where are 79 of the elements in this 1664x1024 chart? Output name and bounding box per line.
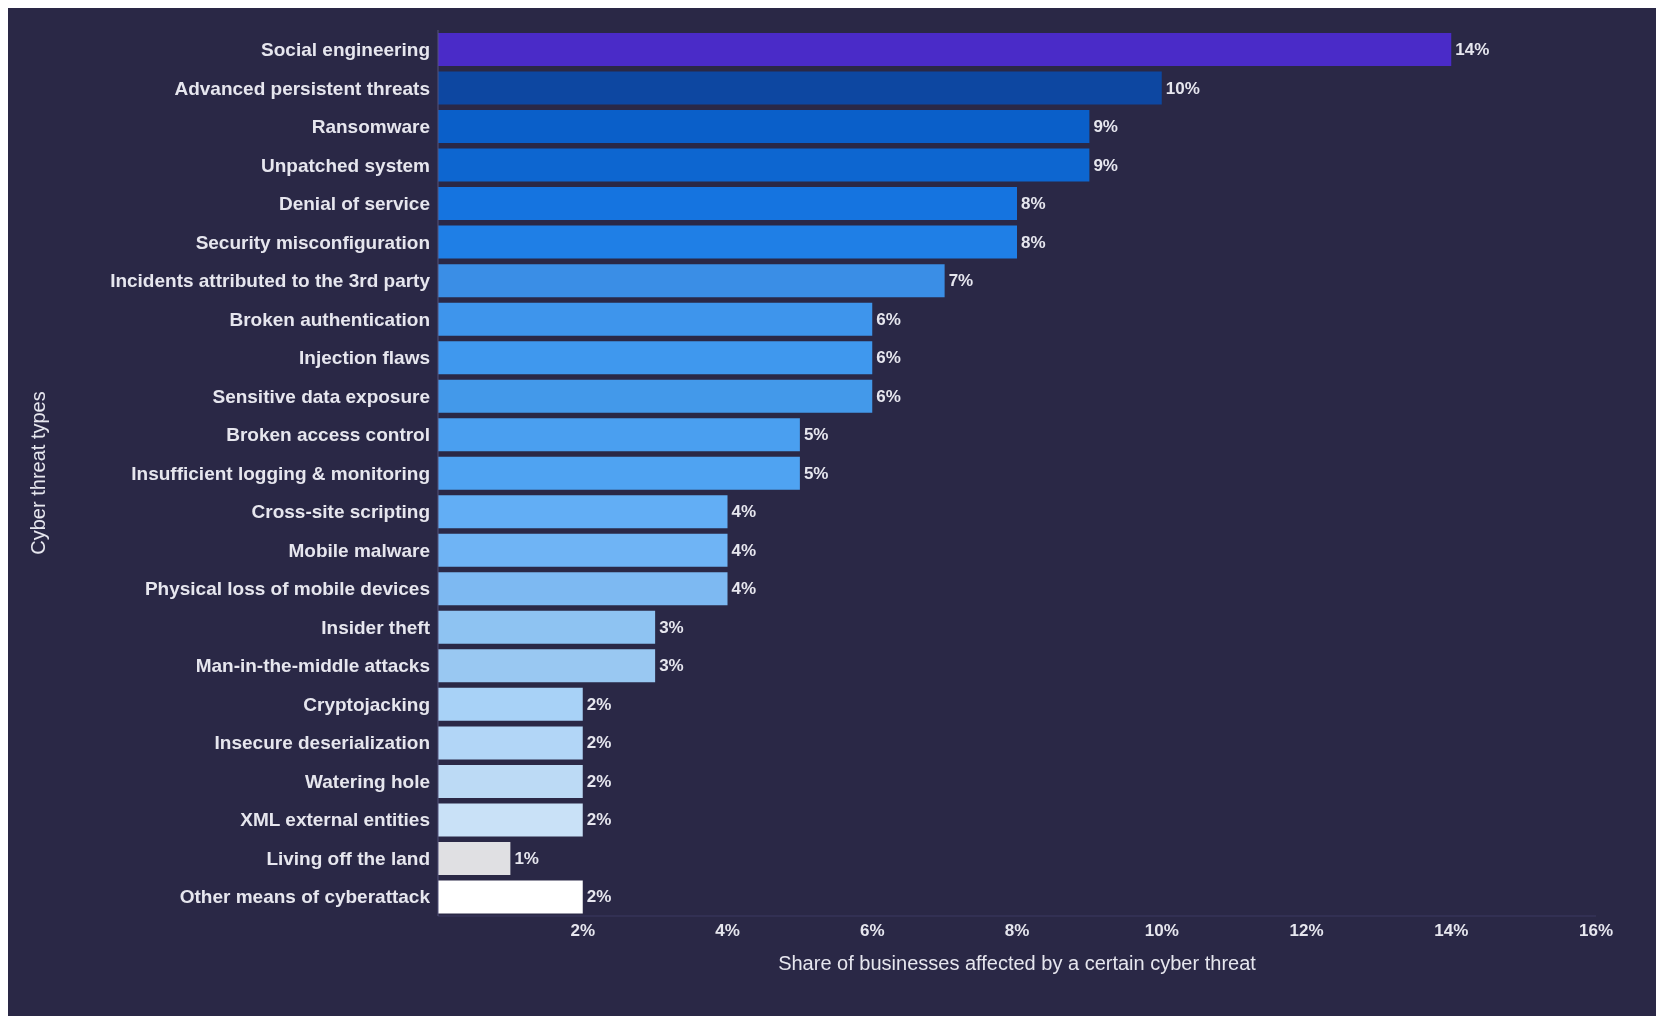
bar bbox=[438, 572, 728, 606]
bar bbox=[438, 495, 728, 529]
data-label: 7% bbox=[948, 271, 974, 291]
y-tick-label: Insider theft bbox=[321, 616, 431, 638]
bar bbox=[438, 110, 1090, 144]
bar bbox=[438, 764, 583, 798]
bar bbox=[438, 803, 583, 837]
y-tick-label: XML external entities bbox=[240, 809, 430, 831]
y-tick-label: Insufficient logging & monitoring bbox=[131, 462, 430, 484]
data-label: 5% bbox=[803, 463, 829, 483]
data-label: 8% bbox=[1021, 232, 1046, 252]
data-label: 3% bbox=[659, 617, 684, 637]
bar bbox=[438, 533, 728, 567]
y-tick-label: Physical loss of mobile devices bbox=[144, 578, 430, 600]
data-label: 4% bbox=[731, 540, 757, 560]
bar bbox=[438, 187, 1017, 221]
y-tick-label: Social engineering bbox=[261, 39, 430, 61]
x-axis-title: Share of businesses affected by a certain cyber threat bbox=[778, 952, 1257, 974]
data-label: 14% bbox=[1455, 40, 1490, 59]
bar bbox=[438, 687, 583, 721]
y-tick-label: Advanced persistent threats bbox=[174, 77, 430, 99]
x-tick-label: 14% bbox=[1434, 921, 1469, 941]
x-tick-label: 6% bbox=[859, 921, 885, 941]
y-tick-label: Watering hole bbox=[305, 770, 430, 792]
x-tick-label: 4% bbox=[715, 921, 740, 941]
data-label: 1% bbox=[514, 848, 539, 868]
data-label: 2% bbox=[586, 887, 612, 907]
x-tick-label: 10% bbox=[1144, 921, 1179, 941]
x-tick-label: 12% bbox=[1289, 921, 1324, 941]
data-label: 8% bbox=[1021, 194, 1046, 214]
y-tick-label: Unpatched system bbox=[261, 154, 430, 176]
y-tick-label: Living off the land bbox=[266, 847, 430, 869]
data-label: 6% bbox=[876, 386, 901, 406]
bar bbox=[438, 379, 873, 413]
data-label: 5% bbox=[803, 425, 829, 445]
data-label: 4% bbox=[731, 502, 757, 522]
y-tick-label: Mobile malware bbox=[288, 539, 430, 561]
data-label: 10% bbox=[1165, 78, 1200, 98]
y-tick-label: Incidents attributed to the 3rd party bbox=[110, 270, 431, 292]
data-label: 3% bbox=[659, 656, 684, 676]
bar bbox=[438, 148, 1090, 182]
data-label: 4% bbox=[731, 579, 757, 599]
bar bbox=[438, 649, 656, 683]
data-label: 6% bbox=[876, 309, 901, 329]
bar bbox=[438, 302, 873, 336]
bar bbox=[438, 880, 583, 914]
y-tick-label: Ransomware bbox=[311, 116, 430, 138]
data-label: 2% bbox=[586, 810, 612, 830]
bar bbox=[438, 610, 656, 644]
y-tick-label: Denial of service bbox=[278, 193, 430, 215]
bar bbox=[438, 456, 800, 490]
x-tick-label: 2% bbox=[570, 921, 596, 941]
y-tick-label: Insecure deserialization bbox=[214, 732, 430, 754]
y-tick-label: Other means of cyberattack bbox=[179, 886, 431, 908]
y-tick-label: Broken authentication bbox=[229, 308, 430, 330]
data-label: 9% bbox=[1093, 117, 1118, 137]
y-tick-label: Security misconfiguration bbox=[195, 231, 430, 253]
y-axis-title: Cyber threat types bbox=[27, 391, 50, 555]
x-tick-label: 16% bbox=[1578, 921, 1614, 941]
y-tick-label: Sensitive data exposure bbox=[212, 385, 430, 407]
x-tick-label: 8% bbox=[1004, 921, 1030, 941]
y-tick-label: Man-in-the-middle attacks bbox=[195, 655, 430, 677]
data-label: 9% bbox=[1093, 155, 1118, 175]
bar bbox=[438, 726, 583, 760]
data-label: 2% bbox=[586, 733, 612, 753]
data-label: 2% bbox=[586, 694, 612, 714]
data-label: 2% bbox=[586, 771, 612, 791]
bar bbox=[438, 264, 945, 298]
y-tick-label: Injection flaws bbox=[299, 347, 430, 369]
y-tick-label: Cryptojacking bbox=[303, 693, 430, 715]
bar bbox=[438, 418, 800, 452]
bar bbox=[438, 225, 1017, 259]
bar bbox=[438, 841, 511, 875]
y-tick-label: Broken access control bbox=[226, 424, 430, 446]
bar bbox=[438, 71, 1162, 105]
data-label: 6% bbox=[876, 348, 901, 368]
y-tick-label: Cross-site scripting bbox=[251, 501, 430, 523]
bar bbox=[438, 341, 873, 375]
bar bbox=[438, 33, 1452, 66]
